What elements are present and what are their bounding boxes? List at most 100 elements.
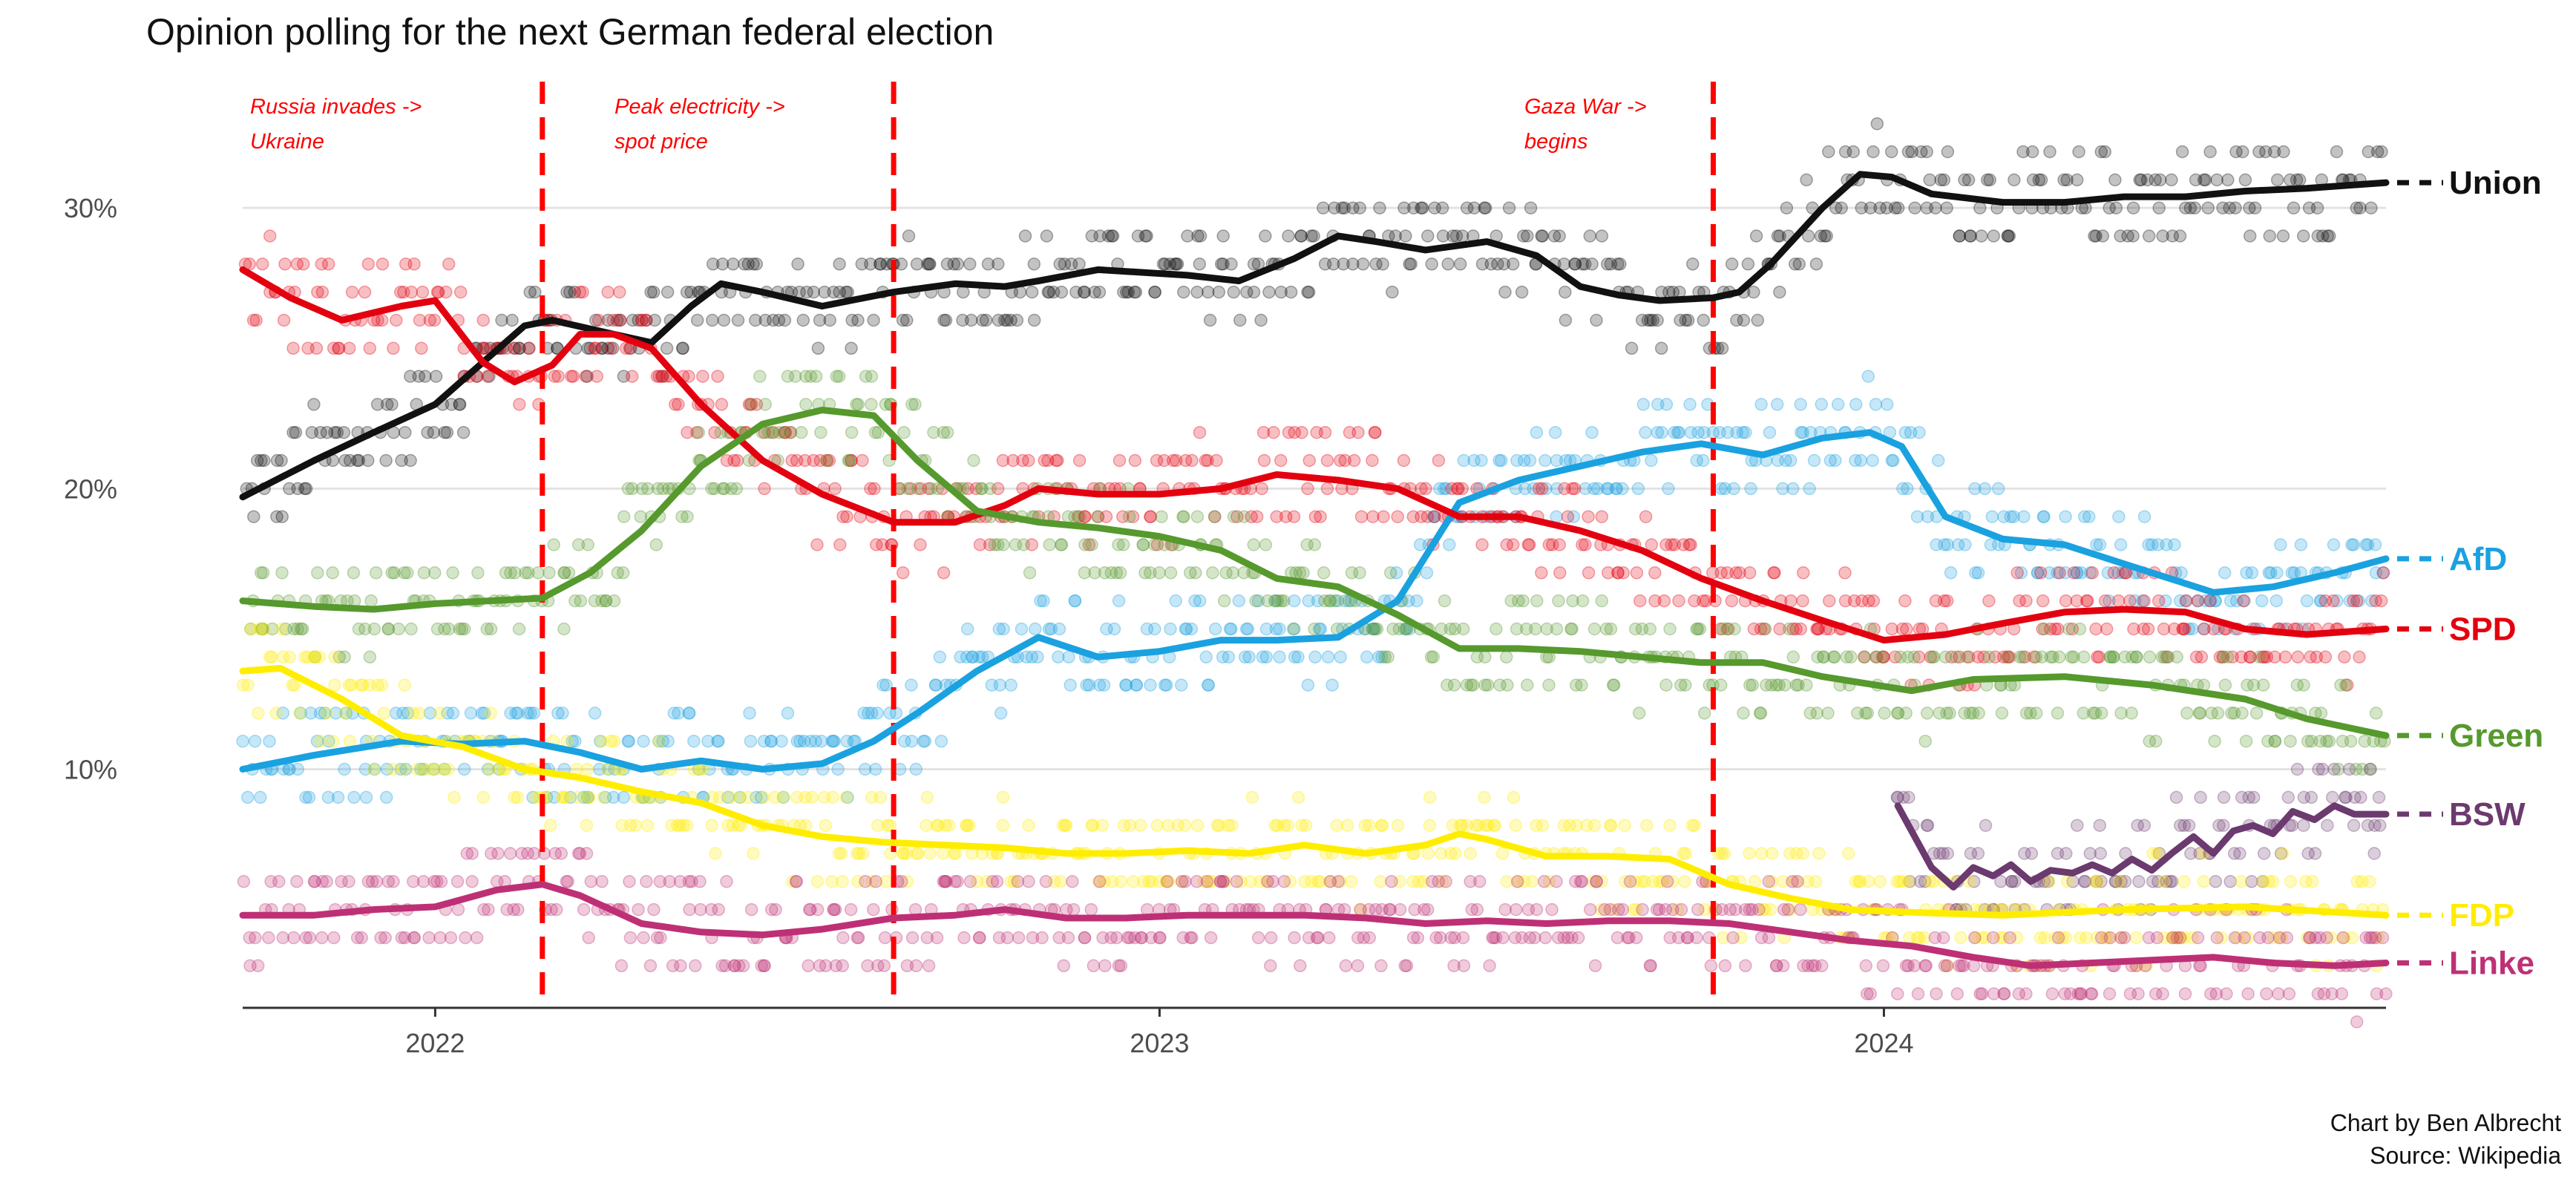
poll-point-spd	[1343, 425, 1357, 439]
poll-point-fdp	[1330, 819, 1344, 832]
poll-point-fdp	[283, 650, 297, 664]
poll-point-fdp	[386, 762, 400, 776]
poll-point-afd	[1443, 538, 1456, 551]
poll-point-union	[1193, 229, 1207, 243]
poll-point-fdp	[1763, 902, 1777, 917]
poll-point-union	[1929, 201, 1942, 214]
poll-point-afd	[1179, 622, 1193, 636]
poll-point-fdp	[747, 847, 760, 860]
poll-point-afd	[310, 734, 324, 748]
poll-point-spd	[1282, 425, 1296, 439]
poll-point-fdp	[939, 819, 952, 832]
poll-point-green	[758, 398, 772, 411]
poll-point-spd	[640, 313, 653, 327]
poll-point-union	[2229, 145, 2243, 159]
poll-point-linke	[1911, 987, 1925, 1000]
poll-point-afd	[1866, 453, 1879, 468]
poll-point-green	[1481, 678, 1495, 692]
party-label-spd: SPD	[2449, 611, 2516, 647]
poll-point-union	[1214, 258, 1228, 271]
poll-point-linke	[451, 902, 465, 917]
poll-point-linke	[1584, 902, 1597, 917]
poll-point-spd	[876, 538, 889, 551]
poll-point-fdp	[709, 847, 722, 860]
poll-point-fdp	[1679, 847, 1693, 860]
poll-point-fdp	[1375, 819, 1389, 832]
poll-point-union	[601, 313, 615, 327]
poll-point-union	[1415, 201, 1428, 214]
poll-point-afd	[868, 762, 882, 776]
trend-line-union	[239, 171, 2390, 501]
poll-point-spd	[1521, 538, 1535, 551]
poll-point-spd	[1665, 538, 1678, 551]
poll-point-afd	[1550, 453, 1564, 468]
poll-point-green	[2268, 734, 2282, 748]
poll-point-green	[1207, 510, 1222, 523]
poll-point-bsw	[2132, 875, 2146, 888]
poll-point-afd	[775, 734, 788, 748]
poll-point-afd	[1062, 650, 1075, 664]
poll-point-afd	[2111, 566, 2125, 580]
poll-point-afd	[1169, 594, 1182, 608]
poll-point-afd	[960, 650, 974, 664]
poll-point-spd	[696, 370, 709, 383]
poll-point-linke	[2051, 931, 2065, 945]
poll-point-bsw	[2169, 790, 2183, 804]
poll-point-spd	[249, 313, 263, 327]
poll-point-union	[661, 285, 675, 299]
poll-point-afd	[1052, 622, 1066, 636]
poll-point-spd	[1962, 650, 1976, 664]
poll-point-spd	[767, 425, 780, 439]
poll-point-spd	[1684, 538, 1697, 551]
poll-point-spd	[1768, 566, 1781, 580]
poll-point-union	[1502, 201, 1516, 214]
poll-point-linke	[1973, 987, 1987, 1000]
poll-point-spd	[1288, 425, 1302, 439]
poll-point-spd	[1602, 566, 1615, 580]
poll-point-union	[1497, 258, 1511, 271]
poll-point-linke	[1930, 987, 1943, 1000]
poll-point-union	[1789, 258, 1802, 271]
poll-point-spd	[961, 482, 974, 496]
poll-point-fdp	[629, 819, 642, 832]
poll-point-green	[581, 538, 594, 551]
poll-point-bsw	[2093, 819, 2107, 832]
poll-point-green	[1782, 622, 1796, 636]
poll-point-union	[1078, 285, 1092, 299]
poll-point-afd	[477, 707, 491, 720]
poll-point-afd	[299, 790, 312, 804]
poll-point-green	[1249, 594, 1262, 608]
poll-point-spd	[476, 313, 490, 327]
poll-point-green	[1190, 510, 1205, 523]
poll-point-spd	[1743, 566, 1757, 580]
poll-point-green	[543, 566, 556, 580]
poll-point-union	[1407, 201, 1420, 214]
poll-point-union	[275, 453, 288, 468]
poll-point-linke	[251, 959, 265, 973]
poll-point-spd	[361, 258, 376, 271]
poll-point-linke	[303, 931, 316, 945]
poll-point-fdp	[834, 847, 848, 860]
poll-point-linke	[470, 931, 484, 945]
poll-point-union	[1920, 145, 1933, 159]
poll-point-afd	[2270, 566, 2284, 580]
poll-point-green	[1206, 566, 1219, 580]
poll-point-union	[1428, 201, 1441, 214]
poll-point-green	[1113, 566, 1127, 580]
poll-point-union	[807, 285, 821, 299]
poll-point-union	[1715, 341, 1729, 355]
poll-point-union	[1873, 201, 1887, 214]
poll-point-spd	[1895, 622, 1910, 636]
poll-point-union	[772, 313, 786, 327]
poll-point-spd	[2053, 566, 2066, 580]
poll-point-union	[639, 313, 653, 327]
poll-point-fdp	[883, 819, 897, 832]
event-label-line1: Russia invades ->	[250, 95, 422, 119]
event-label-line2: spot price	[614, 130, 708, 154]
poll-point-union	[2165, 173, 2178, 187]
poll-point-afd	[858, 762, 872, 776]
poll-point-fdp	[1225, 819, 1239, 832]
poll-point-afd	[291, 762, 304, 776]
poll-point-spd	[301, 341, 315, 355]
poll-point-union	[2134, 173, 2148, 187]
